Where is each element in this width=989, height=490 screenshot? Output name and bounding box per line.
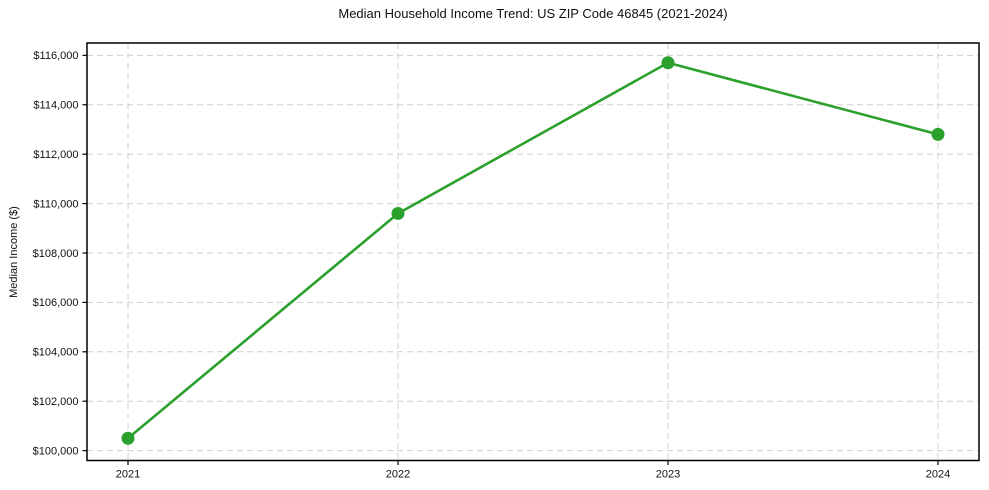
data-point-2023 [661,56,675,70]
y-tick-label: $104,000 [33,347,79,359]
y-tick-label: $100,000 [33,445,79,457]
y-tick-label: $112,000 [33,149,78,161]
x-tick-label: 2021 [116,469,140,481]
y-tick-label: $106,000 [33,297,79,309]
data-point-2022 [391,206,405,220]
x-tick-label: 2024 [926,469,950,481]
data-point-2021 [121,431,135,445]
y-tick-label: $116,000 [33,50,78,62]
y-tick-label: $114,000 [33,100,78,112]
y-tick-label: $110,000 [33,198,78,210]
trend-line [126,61,940,440]
chart-title: Median Household Income Trend: US ZIP Co… [338,6,728,21]
y-tick-label: $108,000 [33,248,79,260]
x-tick-label: 2022 [386,469,410,481]
plot-area-border [86,42,980,462]
data-point-2024 [931,127,945,141]
x-tick-label: 2023 [656,469,680,481]
y-tick-label: $102,000 [33,396,79,408]
